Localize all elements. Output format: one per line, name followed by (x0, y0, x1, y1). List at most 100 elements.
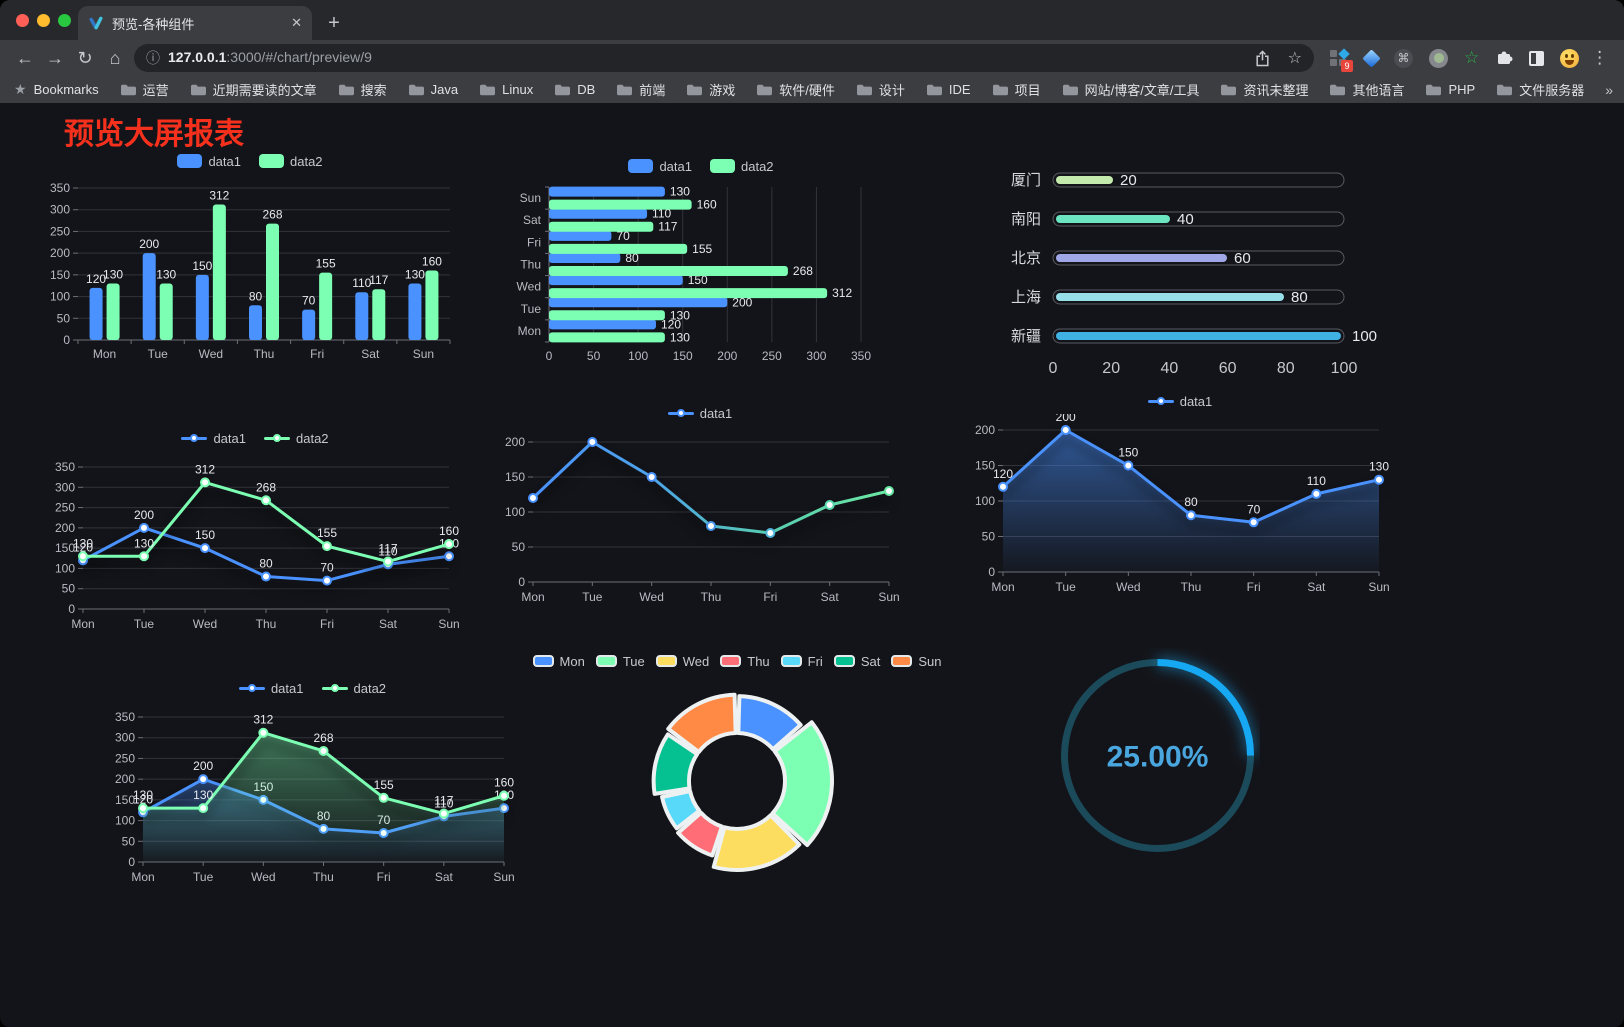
legend-item[interactable]: data2 (264, 431, 329, 446)
bar[interactable] (425, 270, 439, 340)
contrast-extension-icon[interactable] (1529, 50, 1545, 66)
data-point[interactable] (198, 774, 209, 785)
green-star-extension-icon[interactable]: ☆ (1464, 48, 1480, 67)
bar[interactable] (302, 309, 316, 340)
legend-item[interactable]: Mon (532, 654, 585, 669)
data-point[interactable] (261, 571, 271, 582)
data-point[interactable] (444, 551, 454, 562)
bar[interactable] (549, 208, 648, 219)
bar[interactable] (89, 287, 103, 340)
legend-item[interactable]: data1 (1147, 394, 1212, 409)
data-point[interactable] (200, 477, 210, 488)
bar[interactable] (549, 319, 656, 330)
donut-slice[interactable] (736, 694, 803, 752)
bar[interactable] (408, 283, 422, 340)
legend-item[interactable]: data1 (177, 154, 241, 169)
bar[interactable] (212, 204, 226, 340)
donut-slice[interactable] (676, 810, 724, 858)
donut-slice[interactable] (660, 789, 702, 831)
bar[interactable] (159, 283, 173, 340)
data-point[interactable] (706, 521, 716, 531)
line-series[interactable] (531, 440, 891, 535)
donut-slice[interactable] (711, 813, 802, 872)
progress-fill[interactable] (1056, 332, 1341, 340)
home-icon[interactable]: ⌂ (109, 47, 121, 68)
data-point[interactable] (528, 493, 538, 503)
legend-item[interactable]: Tue (595, 654, 645, 669)
bookmark-folder-item[interactable]: 资讯未整理 (1220, 80, 1308, 99)
bookmark-folder-item[interactable]: DB (554, 82, 595, 97)
legend-item[interactable]: data1 (181, 431, 246, 446)
bookmark-folder-item[interactable]: 其他语言 (1329, 80, 1404, 99)
new-tab-button[interactable]: + (328, 11, 340, 34)
bookmark-folder-item[interactable]: 近期需要读的文章 (190, 80, 317, 99)
data-point[interactable] (765, 528, 776, 538)
legend-item[interactable]: Wed (655, 654, 709, 669)
bookmark-folder-item[interactable]: 软件/硬件 (756, 80, 835, 99)
bar[interactable] (549, 297, 728, 308)
bar[interactable] (106, 283, 120, 340)
bar[interactable] (319, 272, 333, 340)
bar[interactable] (249, 305, 262, 340)
progress-fill[interactable] (1056, 293, 1284, 301)
puzzle-extensions-icon[interactable] (1495, 49, 1513, 67)
multi-area-line-chart[interactable]: data1 data2 0 50 100 150 200 250 300 350 Mon Tue Wed… (105, 675, 520, 890)
bar[interactable] (549, 332, 665, 343)
url-bar[interactable]: ⓘ 127.0.0.1:3000/#/chart/preview/9 ☆ (134, 44, 1314, 72)
legend-item[interactable]: Thu (720, 654, 770, 669)
data-point[interactable] (322, 575, 332, 586)
legend-item[interactable]: data1 (667, 406, 732, 421)
data-point[interactable] (200, 543, 210, 554)
data-point[interactable] (78, 551, 88, 562)
data-point[interactable] (587, 437, 598, 447)
donut-slice[interactable] (770, 720, 834, 848)
bar[interactable] (355, 292, 369, 340)
forward-icon[interactable]: → (46, 47, 64, 68)
bar[interactable] (195, 274, 209, 340)
gauge-chart[interactable]: 25.00% (1055, 648, 1260, 863)
legend-item[interactable]: Sat (833, 654, 880, 669)
gem-extension-icon[interactable] (1362, 48, 1381, 68)
bookmark-folder-item[interactable]: Java (408, 82, 458, 97)
bar[interactable] (549, 288, 828, 299)
share-icon[interactable] (1255, 49, 1270, 67)
bookmark-folder-item[interactable]: 游戏 (686, 80, 735, 99)
bar[interactable] (549, 310, 665, 321)
data-point[interactable] (1060, 425, 1071, 435)
bar[interactable] (142, 253, 156, 340)
gradient-line-chart[interactable]: data1 0 50 100 150 200 Mon Tue Wed Thu Fri Sat Sun (495, 400, 905, 610)
legend-item[interactable]: Fri (780, 654, 823, 669)
minimize-window-button[interactable] (37, 14, 50, 27)
data-point[interactable] (998, 481, 1008, 492)
bar[interactable] (372, 289, 386, 340)
bookmark-star-icon[interactable]: ☆ (1287, 50, 1302, 67)
data-point[interactable] (258, 727, 269, 738)
bookmark-folder-item[interactable]: PHP (1425, 82, 1475, 97)
bar[interactable] (549, 275, 683, 286)
progress-fill[interactable] (1056, 254, 1227, 262)
progress-fill[interactable] (1056, 215, 1170, 223)
horizontal-bar-chart[interactable]: data1 data2 0 50 100 150 200 250 300 350 Sun Sat Fri… (505, 153, 897, 368)
bookmarks-star-item[interactable]: ★ Bookmarks (14, 81, 99, 98)
data-point[interactable] (322, 541, 332, 552)
bar[interactable] (549, 266, 788, 276)
grouped-bar-chart[interactable]: data1 data2 0 50 100 150 200 250 300 350 Mon Tue Wed… (40, 148, 460, 366)
donut-slice[interactable] (651, 732, 700, 796)
data-point[interactable] (499, 790, 509, 801)
command-extension-icon[interactable]: ⌘ (1394, 48, 1413, 68)
data-point[interactable] (1248, 517, 1259, 528)
bookmark-folder-item[interactable]: 设计 (856, 80, 905, 99)
bookmark-folder-item[interactable]: 项目 (992, 80, 1041, 99)
bookmark-folder-item[interactable]: 运营 (120, 80, 169, 99)
legend-item[interactable]: data1 (628, 159, 692, 174)
data-point[interactable] (198, 803, 209, 814)
close-window-button[interactable] (16, 14, 29, 27)
bookmark-folder-item[interactable]: 文件服务器 (1496, 80, 1584, 99)
donut-slice[interactable] (666, 692, 738, 754)
info-icon[interactable]: ⓘ (146, 50, 160, 66)
emoji-extension-icon[interactable] (1560, 48, 1580, 68)
zoom-window-button[interactable] (58, 14, 71, 27)
bar[interactable] (549, 199, 692, 210)
bar[interactable] (549, 230, 612, 241)
bar[interactable] (266, 223, 279, 340)
